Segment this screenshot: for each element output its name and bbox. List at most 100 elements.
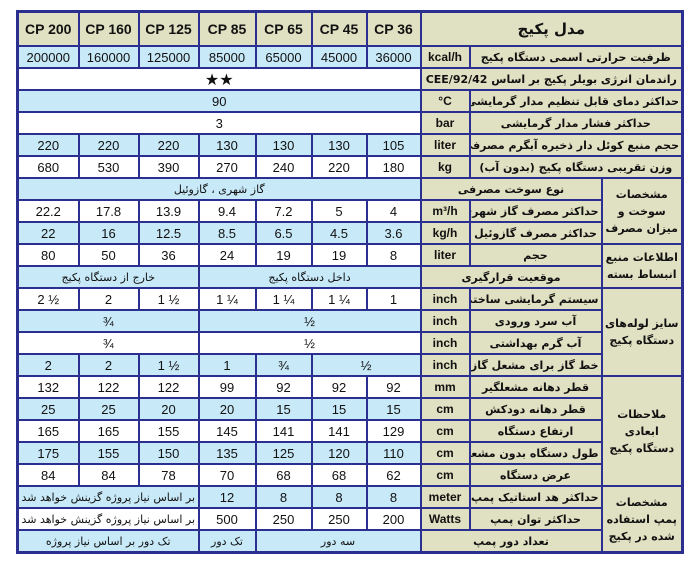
- value-cell: 6.5: [254, 221, 313, 245]
- row-hot-water: ¾ ½ inch آب گرم بهداشتی: [16, 331, 683, 355]
- value-cell: 165: [77, 419, 140, 443]
- value-cell: 125000: [137, 45, 200, 69]
- value-cell: 78: [137, 463, 200, 487]
- header-row: CP 200 CP 160 CP 125 CP 85 CP 65 CP 45 CP 36 مد…: [16, 10, 684, 47]
- value-cell: 1 ¼: [197, 287, 257, 311]
- row-label-cell: حجم: [468, 243, 603, 267]
- row-label-cell: نوع سوخت مصرفی: [419, 177, 603, 201]
- value-cell: 105: [365, 133, 422, 157]
- value-cell: 19: [310, 243, 368, 267]
- value-cell: 1 ¼: [310, 287, 368, 311]
- row-label-cell: آب گرم بهداشتی: [468, 331, 603, 355]
- value-cell: 135: [197, 441, 257, 465]
- row-label-cell: تعداد دور پمپ: [419, 529, 603, 554]
- model-header-cell: CP 65: [254, 10, 313, 47]
- row-label-cell: حداکثر مصرف گازوئیل: [468, 221, 603, 245]
- value-cell: 250: [310, 507, 368, 531]
- group-label-cell: ملاحظات ابعادی دستگاه پکیج: [600, 375, 684, 487]
- unit-cell: meter: [419, 485, 471, 509]
- value-cell: 130: [310, 133, 368, 157]
- row-expansion-tank-location: خارج از دستگاه پکیج داخل دستگاه پکیج موقعی…: [16, 265, 683, 289]
- value-cell: 4.5: [310, 221, 368, 245]
- value-cell: 3.6: [365, 221, 422, 245]
- value-cell: 141: [310, 419, 368, 443]
- value-text-cell: سه دور: [254, 529, 422, 554]
- value-cell: 68: [254, 463, 313, 487]
- value-cell: 7.2: [254, 199, 313, 223]
- value-cell: 12: [197, 485, 257, 509]
- value-cell: 8: [310, 485, 368, 509]
- unit-cell: kg/h: [419, 221, 471, 245]
- row-fuel-type: گاز شهری ، گازوئیل نوع سوخت مصرفی مشخصات س…: [16, 177, 684, 245]
- value-cell: 24: [197, 243, 257, 267]
- value-cell: 500: [197, 507, 257, 531]
- value-cell: 36000: [365, 45, 422, 69]
- value-cell: 36: [137, 243, 200, 267]
- value-cell: 13.9: [137, 199, 200, 223]
- unit-cell: cm: [419, 463, 471, 487]
- row-label-cell: موقعیت قرارگیری: [419, 265, 603, 289]
- value-cell: 200000: [16, 45, 80, 69]
- unit-cell: cm: [419, 397, 471, 421]
- value-cell: 25: [77, 397, 140, 421]
- unit-cell: m³/h: [419, 199, 471, 223]
- value-cell: ¾: [16, 309, 200, 333]
- value-cell: ¾: [254, 353, 313, 377]
- row-cold-water-inlet: ¾ ½ inch آب سرد ورودی: [16, 309, 683, 333]
- value-cell: 1: [365, 287, 422, 311]
- package-spec-table: CP 200 CP 160 CP 125 CP 85 CP 65 CP 45 CP 36 مد…: [16, 10, 685, 554]
- group-label-cell: مشخصات سوخت و میزان مصرف: [600, 177, 684, 245]
- row-label-cell: خط گاز برای مشعل گازی: [468, 353, 603, 377]
- value-cell: 20: [137, 397, 200, 421]
- row-label-cell: قطر دهانه مشعلگیر: [468, 375, 603, 399]
- value-cell: 122: [137, 375, 200, 399]
- value-text-cell: خارج از دستگاه پکیج: [16, 265, 200, 289]
- unit-cell: bar: [419, 111, 471, 135]
- row-burner-mouth-diameter: 132 122 122 99 92 92 92 mm قطر دهانه مشعلگیر ملاح…: [16, 375, 684, 487]
- value-cell: 90: [16, 89, 422, 113]
- value-cell: 270: [197, 155, 257, 179]
- row-label-cell: حداکثر هد استاتیک پمپ: [468, 485, 603, 509]
- value-cell: ¾: [16, 331, 200, 355]
- value-cell: 240: [254, 155, 313, 179]
- row-label-cell: وزن تقریبی دستگاه پکیج (بدون آب): [468, 155, 684, 179]
- value-cell: 84: [16, 463, 80, 487]
- unit-cell: liter: [419, 243, 471, 267]
- group-label-cell: مشخصات پمپ استفاده شده در پکیج: [600, 485, 684, 554]
- value-cell: 20: [197, 397, 257, 421]
- value-cell: 62: [365, 463, 422, 487]
- value-cell: 155: [77, 441, 140, 465]
- value-cell: 22: [16, 221, 80, 245]
- value-cell: 200: [365, 507, 422, 531]
- value-cell: 530: [77, 155, 140, 179]
- value-cell: 15: [365, 397, 422, 421]
- value-cell: 1 ¼: [254, 287, 313, 311]
- value-cell: 68: [310, 463, 368, 487]
- value-cell: 4: [365, 199, 422, 223]
- value-cell: 180: [365, 155, 422, 179]
- row-pump-speeds: تک دور بر اساس نیاز پروژه تک دور سه دور تعد…: [16, 529, 683, 554]
- value-cell: 22.2: [16, 199, 80, 223]
- value-cell: 92: [365, 375, 422, 399]
- unit-cell: liter: [419, 133, 471, 157]
- value-cell: 120: [310, 441, 368, 465]
- unit-cell: kcal/h: [419, 45, 471, 69]
- value-text-cell: تک دور: [197, 529, 257, 554]
- row-width: 84 84 78 70 68 68 62 cm عرض دستگاه: [16, 463, 683, 487]
- row-label-cell: حداکثر دمای قابل تنظیم مدار گرمایشی: [468, 89, 684, 113]
- value-cell: 155: [137, 419, 200, 443]
- value-cell: ½: [197, 331, 422, 355]
- model-header-cell: CP 45: [310, 10, 368, 47]
- value-cell: 19: [254, 243, 313, 267]
- value-cell: 2 ½: [16, 287, 80, 311]
- value-cell: 50: [77, 243, 140, 267]
- value-cell: 99: [197, 375, 257, 399]
- row-label-cell: عرض دستگاه: [468, 463, 603, 487]
- value-cell: 5: [310, 199, 368, 223]
- value-cell: 92: [254, 375, 313, 399]
- value-cell: 680: [16, 155, 80, 179]
- value-text-cell: بر اساس نیاز پروژه گزینش خواهد شد: [16, 507, 200, 531]
- unit-cell: inch: [419, 331, 471, 355]
- row-pump-head: بر اساس نیاز پروژه گزینش خواهد شد 12 8 8 8 me…: [16, 485, 684, 554]
- value-cell: 110: [365, 441, 422, 465]
